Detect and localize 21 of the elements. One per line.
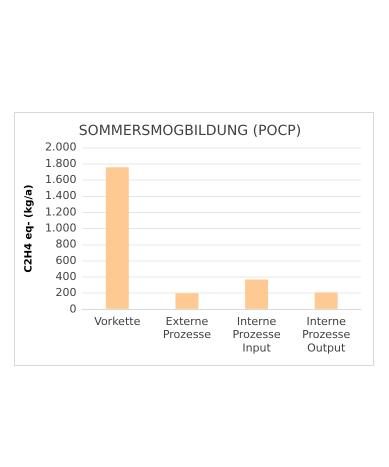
x-tick-label: Externe Prozesse [162,314,212,342]
bar [245,280,268,309]
y-tick-label: 1.400 [44,189,76,202]
y-tick-label: 400 [55,270,76,283]
x-tick-label: Interne Prozesse Output [302,314,351,354]
y-tick-label: 1.800 [44,156,76,170]
y-tick-label: 2.000 [44,140,76,154]
x-tick-label: Interne Prozesse Input [232,314,281,354]
y-tick-label: 200 [55,286,76,300]
x-tick-label: Vorkette [94,314,141,328]
y-tick-label: 800 [55,238,76,251]
y-tick-label: 1.000 [44,221,76,234]
y-tick-label: 1.200 [44,205,76,218]
chart-title: SOMMERSMOGBILDUNG (POCP) [78,123,302,140]
y-axis-title: C2H4 eq- (kg/a) [24,184,35,273]
bar [175,293,198,309]
y-tick-label: 1.600 [44,172,76,186]
bar [106,167,129,309]
bar [314,292,338,309]
y-tick-label: 600 [55,254,76,267]
y-tick-label: 0 [69,302,76,316]
